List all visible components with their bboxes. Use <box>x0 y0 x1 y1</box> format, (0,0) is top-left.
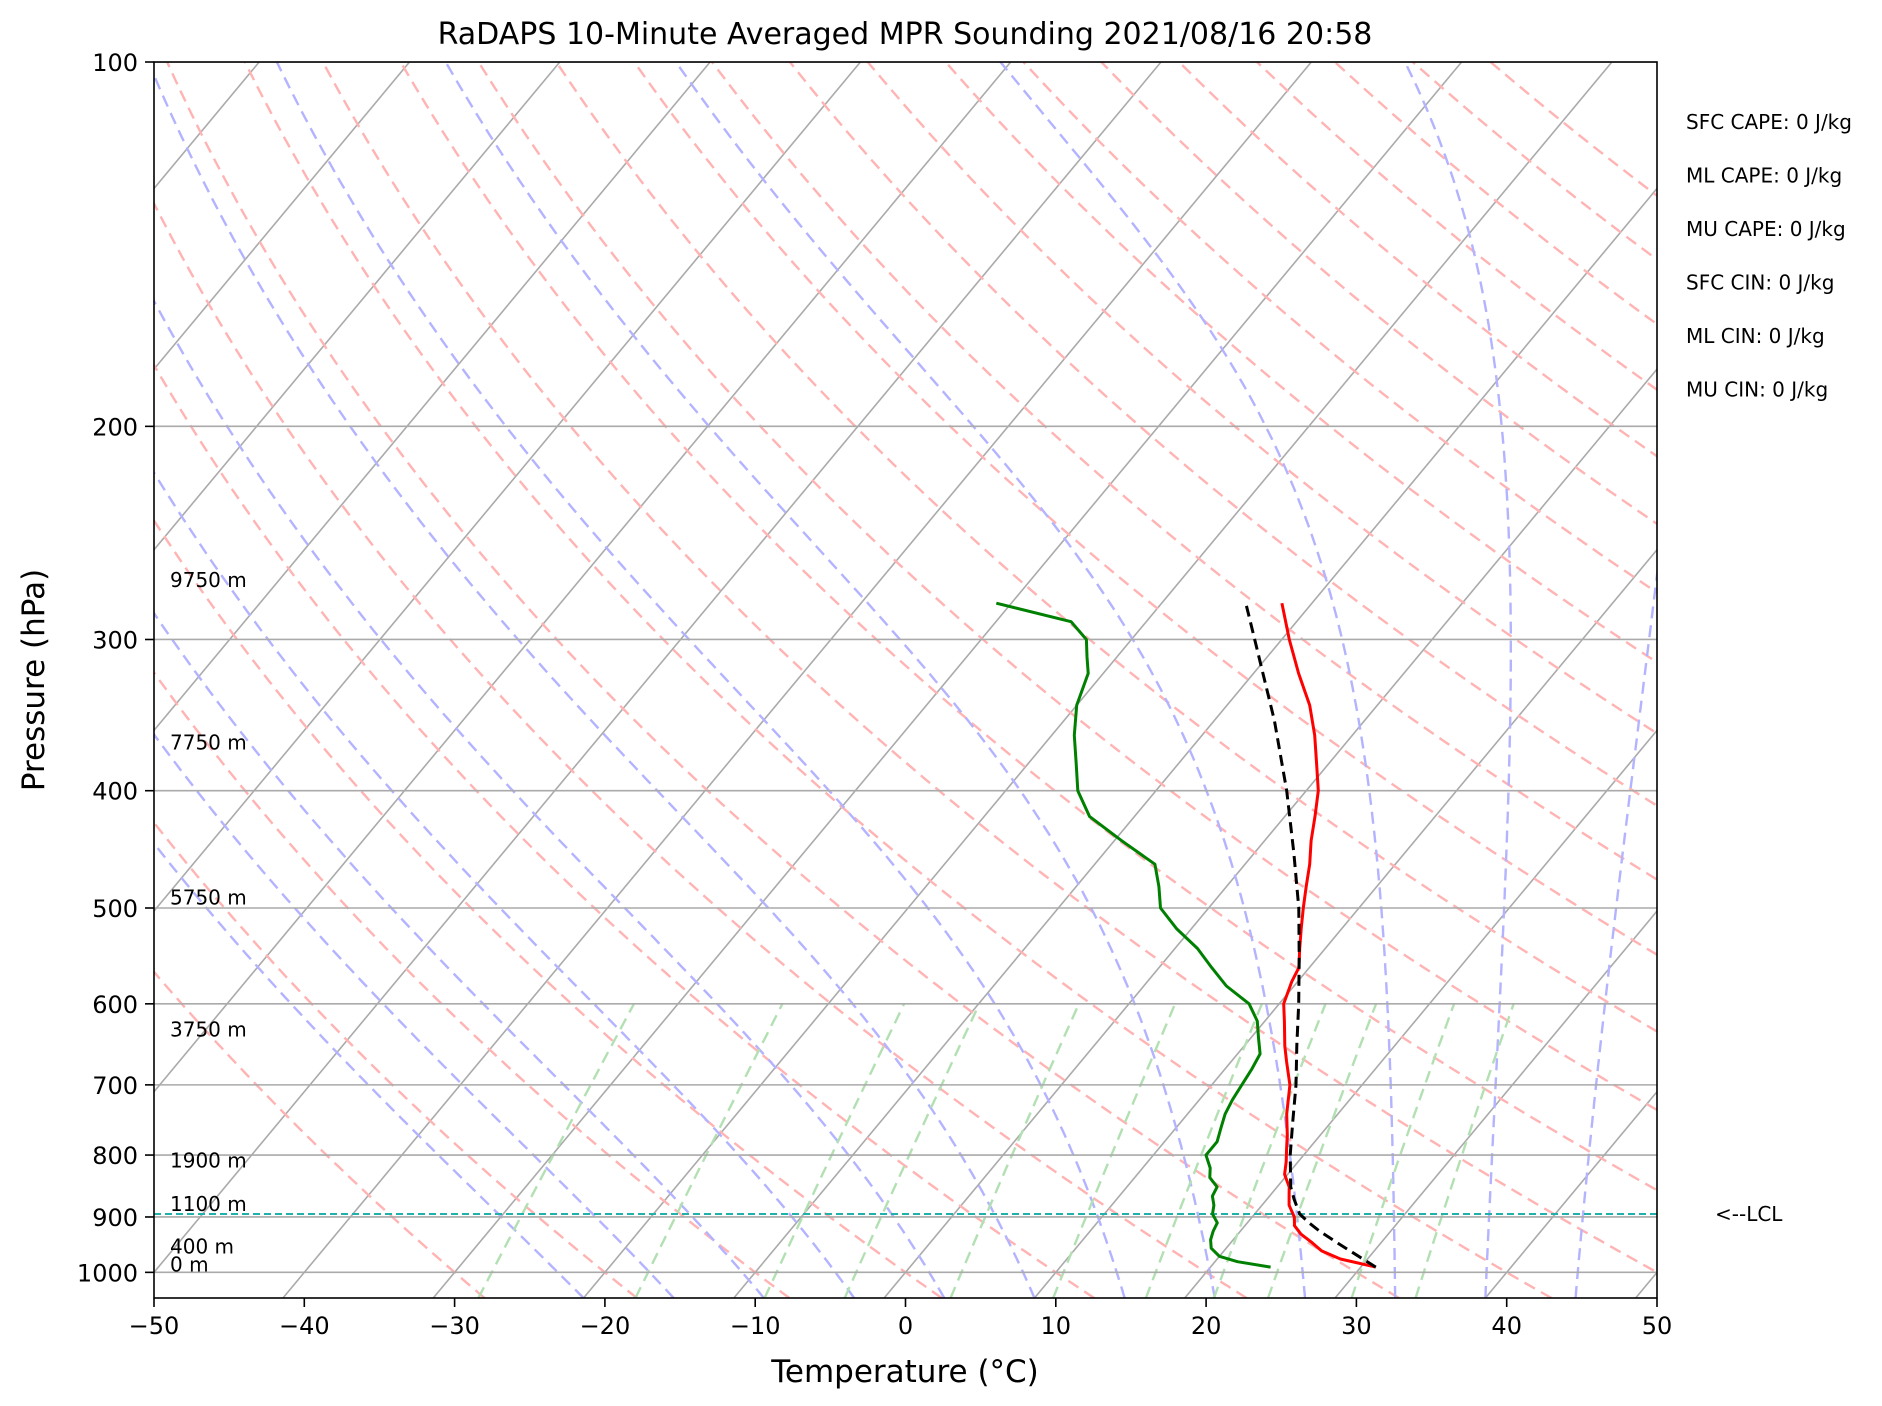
isotherm-line <box>1033 548 1657 1298</box>
y-tick-label: 700 <box>92 1072 138 1100</box>
x-tick-label: −20 <box>580 1312 631 1340</box>
mixing-ratio-line <box>477 1003 636 1298</box>
height-label: 5750 m <box>170 885 247 909</box>
mixing-ratio-line <box>1350 1003 1456 1298</box>
y-tick-label: 300 <box>92 626 138 654</box>
height-label: 1100 m <box>170 1192 247 1216</box>
mixing-ratio-line <box>1052 1003 1177 1298</box>
dry-adiabat-line <box>711 62 1657 881</box>
dry-adiabat-line <box>477 62 1657 1112</box>
moist-adiabat-line <box>154 298 946 1298</box>
mixing-ratio-line <box>1414 1003 1515 1298</box>
isotherm-line <box>1184 729 1657 1298</box>
moist-adiabat-line <box>999 62 1397 1298</box>
chart-title: RaDAPS 10-Minute Averaged MPR Sounding 2… <box>438 17 1373 52</box>
dry-adiabat-line <box>788 62 1657 808</box>
y-tick-label: 200 <box>92 413 138 441</box>
mixing-ratio-line <box>1144 1003 1264 1298</box>
height-label: 7750 m <box>170 731 247 755</box>
dry-adiabat-line <box>399 62 1657 1192</box>
stability-annotation: MU CAPE: 0 J/kg <box>1686 217 1846 241</box>
isotherm-line <box>1334 909 1657 1298</box>
moist-adiabat-line <box>275 62 1126 1298</box>
y-tick-label: 800 <box>92 1142 138 1170</box>
mixing-ratio-line <box>843 1003 981 1298</box>
stability-annotation: SFC CIN: 0 J/kg <box>1686 271 1834 295</box>
x-tick-label: 0 <box>898 1312 913 1340</box>
x-tick-label: 30 <box>1341 1312 1372 1340</box>
isotherm-line <box>733 187 1657 1298</box>
moist-adiabat-line <box>154 611 765 1298</box>
y-tick-label: 100 <box>92 49 138 77</box>
x-tick-label: −30 <box>429 1312 480 1340</box>
y-tick-label: 900 <box>92 1204 138 1232</box>
moist-adiabat-line <box>154 732 675 1298</box>
moist-adiabat-line <box>154 841 585 1298</box>
mixing-ratio-line <box>763 1003 906 1298</box>
x-tick-label: 20 <box>1191 1312 1222 1340</box>
isotherm-line <box>282 62 1312 1298</box>
y-tick-label: 600 <box>92 991 138 1019</box>
isotherm-line <box>154 62 411 371</box>
y-tick-label: 400 <box>92 778 138 806</box>
moist-adiabat-line <box>444 62 1216 1298</box>
dry-adiabat-line <box>1022 62 1657 594</box>
isotherm-line <box>582 62 1613 1298</box>
dry-adiabat-line <box>166 62 1400 1298</box>
stability-annotation: ML CAPE: 0 J/kg <box>1686 164 1842 188</box>
height-label: 3750 m <box>170 1017 247 1041</box>
dry-adiabat-line <box>555 62 1657 1033</box>
lcl-label: <--LCL <box>1715 1202 1783 1226</box>
dry-adiabat-line <box>154 362 1095 1298</box>
x-tick-label: −50 <box>129 1312 180 1340</box>
stability-annotation: MU CIN: 0 J/kg <box>1686 378 1828 402</box>
moist-adiabat-line <box>1574 565 1657 1298</box>
isotherm-line <box>154 62 862 913</box>
parcel-profile-line <box>1244 602 1377 1269</box>
isotherm-line <box>154 62 561 552</box>
y-tick-label: 500 <box>92 895 138 923</box>
x-tick-label: −40 <box>279 1312 330 1340</box>
dry-adiabat-line <box>154 200 1248 1298</box>
x-tick-label: −10 <box>730 1312 781 1340</box>
stability-annotation: ML CIN: 0 J/kg <box>1686 324 1825 348</box>
height-label: 1900 m <box>170 1148 247 1172</box>
isotherm-line <box>432 62 1463 1298</box>
dry-adiabat-line <box>154 518 943 1298</box>
moist-adiabat-line <box>674 62 1307 1298</box>
moist-adiabat-line <box>154 72 1036 1298</box>
height-label: 9750 m <box>170 568 247 592</box>
isotherm-line <box>154 62 1162 1274</box>
height-label: 0 m <box>170 1252 209 1276</box>
stability-annotation: SFC CAPE: 0 J/kg <box>1686 110 1852 134</box>
y-axis-label: Pressure (hPa) <box>16 569 52 791</box>
isotherm-line <box>883 367 1657 1298</box>
x-tick-label: 10 <box>1041 1312 1072 1340</box>
x-tick-label: 40 <box>1491 1312 1522 1340</box>
dry-adiabat-line <box>154 820 638 1298</box>
mixing-ratio-line <box>949 1003 1080 1298</box>
isotherm-line <box>154 62 711 732</box>
isotherm-line <box>154 62 1012 1093</box>
mixing-ratio-line <box>634 1003 784 1298</box>
temperature-profile-line <box>1280 602 1377 1269</box>
mixing-ratio-line <box>1266 1003 1378 1298</box>
dry-adiabat-line <box>243 62 1552 1298</box>
y-tick-label: 1000 <box>77 1259 138 1287</box>
x-tick-label: 50 <box>1642 1312 1673 1340</box>
x-axis-label: Temperature (°C) <box>770 1354 1039 1390</box>
dry-adiabat-line <box>321 62 1657 1274</box>
moist-adiabat-line <box>1403 62 1512 1298</box>
moist-adiabat-line <box>154 470 856 1298</box>
height-label: 400 m <box>170 1234 234 1258</box>
dry-adiabat-line <box>944 62 1657 664</box>
dewpoint-profile-line <box>995 601 1271 1269</box>
